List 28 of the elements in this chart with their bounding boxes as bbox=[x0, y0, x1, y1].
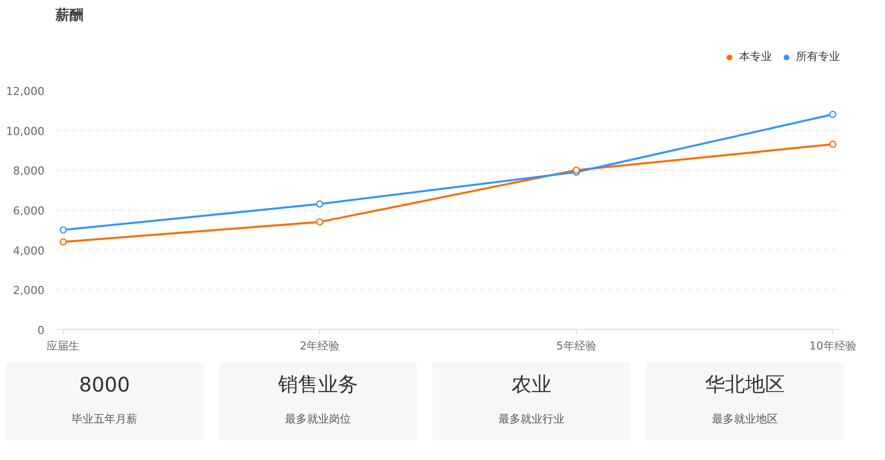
legend-label: 本专业 bbox=[739, 49, 772, 64]
category-label: 农业 bbox=[512, 372, 552, 396]
y-tick-label: 12,000 bbox=[6, 85, 45, 98]
x-tick-label: 应届生 bbox=[46, 340, 80, 352]
y-tick-label: 0 bbox=[38, 324, 44, 337]
point bbox=[60, 238, 67, 246]
point bbox=[829, 110, 836, 118]
category-label: 华北地区 bbox=[705, 372, 785, 396]
x-tick-label: 2年经验 bbox=[300, 340, 340, 352]
legend-label: 所有专业 bbox=[796, 49, 840, 64]
text: 毕业五年月薪 bbox=[72, 412, 138, 426]
chart-title: 薪酬 bbox=[54, 8, 84, 24]
point bbox=[60, 226, 67, 234]
text: 最多就业行业 bbox=[498, 412, 564, 426]
category-label: 8000 bbox=[79, 372, 130, 397]
category-label: 销售业务 bbox=[277, 372, 358, 396]
point bbox=[829, 140, 836, 148]
text: 最多就业地区 bbox=[712, 412, 778, 426]
y-tick-label: 6,000 bbox=[13, 204, 45, 218]
y-tick-label: 4,000 bbox=[13, 244, 45, 258]
text: 最多就业岗位 bbox=[285, 412, 351, 426]
point bbox=[316, 218, 324, 226]
y-tick-label: 8,000 bbox=[13, 164, 45, 178]
y-tick-label: 2,000 bbox=[13, 284, 45, 298]
point bbox=[316, 200, 324, 208]
x-tick-label: 10年经验 bbox=[809, 340, 856, 352]
x-tick-label: 5年经验 bbox=[556, 340, 596, 352]
y-tick-label: 10,000 bbox=[6, 124, 45, 138]
